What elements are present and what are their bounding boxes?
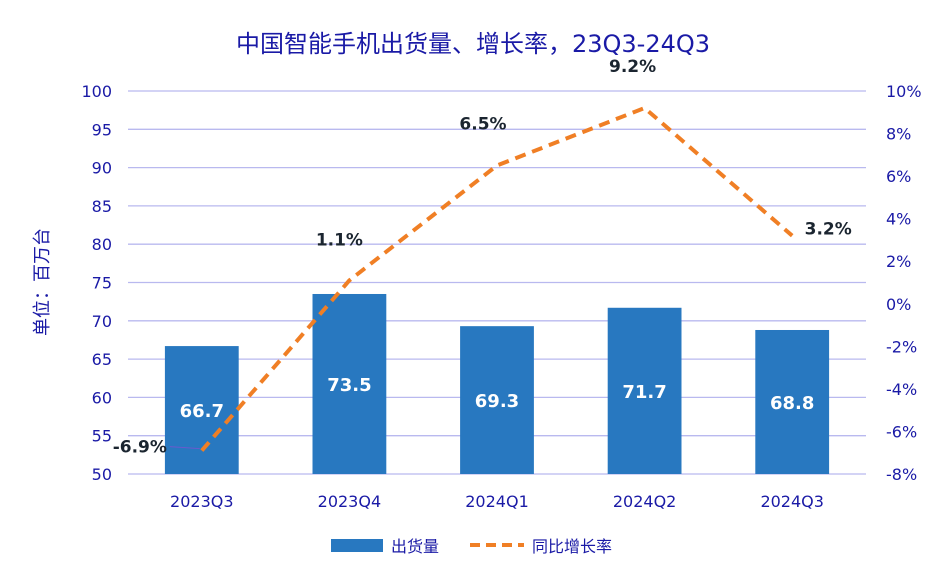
y-axis-left-tick-label: 95 xyxy=(92,120,112,139)
bar-value-label: 71.7 xyxy=(622,382,666,403)
line-value-label: 1.1% xyxy=(316,230,363,250)
x-axis-tick-label: 2023Q4 xyxy=(318,492,382,511)
y-axis-left-tick-label: 80 xyxy=(92,235,112,254)
y-axis-left-tick-label: 100 xyxy=(81,82,112,101)
bar-series: 66.7 73.5 69.3 71.7 68.8 xyxy=(164,293,830,474)
line-value-label: 6.5% xyxy=(459,114,506,134)
x-axis-tick-label: 2024Q2 xyxy=(613,492,677,511)
bar-value-label: 73.5 xyxy=(327,375,371,396)
bar xyxy=(460,326,534,474)
bar xyxy=(607,307,682,474)
x-axis-tick-label: 2024Q1 xyxy=(465,492,529,511)
bar xyxy=(164,346,239,474)
y-axis-right-tick-label: 0% xyxy=(886,295,911,314)
y-axis-right-tick-label: -6% xyxy=(886,422,917,441)
y-axis-right-tick-label: -2% xyxy=(886,337,917,356)
y-axis-left-ticks: 50 55 60 65 70 75 80 85 90 95 100 xyxy=(81,82,112,484)
x-axis-ticks: 2023Q3 2023Q4 2024Q1 2024Q2 2024Q3 xyxy=(170,492,824,511)
y-axis-left-tick-label: 75 xyxy=(92,274,112,293)
x-axis-tick-label: 2024Q3 xyxy=(760,492,824,511)
legend-label: 同比增长率 xyxy=(532,537,612,556)
y-axis-right-tick-label: -8% xyxy=(886,465,917,484)
bar xyxy=(755,329,830,474)
gridlines xyxy=(128,90,866,475)
x-axis-tick-label: 2023Q3 xyxy=(170,492,234,511)
bar xyxy=(312,293,387,474)
y-axis-left-tick-label: 50 xyxy=(92,465,112,484)
label-leader-line xyxy=(169,446,200,450)
y-axis-left-tick-label: 85 xyxy=(92,197,112,216)
line-value-label: 3.2% xyxy=(805,220,852,240)
legend-bar-swatch xyxy=(331,539,383,552)
bar-value-label: 66.7 xyxy=(180,401,224,422)
y-axis-left-tick-label: 60 xyxy=(92,388,112,407)
line-value-label: 9.2% xyxy=(609,57,656,77)
y-axis-right-tick-label: 2% xyxy=(886,252,911,271)
legend: 出货量 同比增长率 xyxy=(331,537,612,556)
y-axis-right-tick-label: 6% xyxy=(886,167,911,186)
legend-label: 出货量 xyxy=(391,537,439,556)
chart-title: 中国智能手机出货量、增长率，23Q3-24Q3 xyxy=(236,30,710,58)
y-axis-right-tick-label: 4% xyxy=(886,210,911,229)
y-axis-right-tick-label: -4% xyxy=(886,380,917,399)
bar-value-label: 69.3 xyxy=(475,391,519,412)
line-value-label: -6.9% xyxy=(113,438,167,458)
y-axis-left-tick-label: 90 xyxy=(92,159,112,178)
y-axis-right-ticks: -8% -6% -4% -2% 0% 2% 4% 6% 8% 10% xyxy=(886,82,922,484)
growth-line xyxy=(200,106,794,452)
y-axis-right-tick-label: 8% xyxy=(886,125,911,144)
y-axis-left-tick-label: 65 xyxy=(92,350,112,369)
line-series: -6.9% 1.1% 6.5% 9.2% 3.2% xyxy=(113,57,852,458)
bar-value-label: 68.8 xyxy=(770,393,814,414)
y-axis-left-tick-label: 55 xyxy=(92,427,112,446)
y-axis-left-label: 单位：百万台 xyxy=(32,228,53,336)
y-axis-right-tick-label: 10% xyxy=(886,82,922,101)
y-axis-left-tick-label: 70 xyxy=(92,312,112,331)
